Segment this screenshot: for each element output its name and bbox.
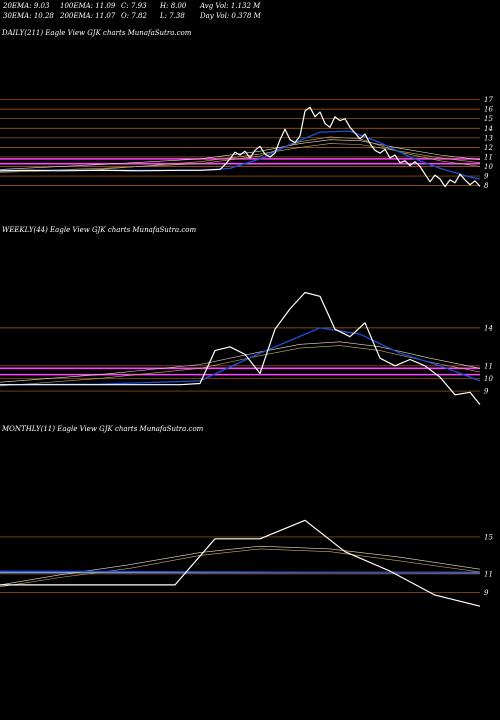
y-tick-label: 9 [484,173,489,181]
y-tick-label: 8 [484,182,489,190]
header-100ema: 100EMA: 11.09 [60,2,116,10]
header-close: C: 7.93 [121,2,147,10]
header-day-vol: Day Vol: 0.378 M [200,12,261,20]
y-tick-label: 14 [484,125,493,133]
series-ema_slow1-line [0,548,481,588]
header-20ema: 20EMA: 9.03 [3,2,50,10]
y-tick-label: 9 [484,388,489,396]
weekly-chart: 14 11 10 9 [0,291,493,405]
y-tick-label: 11 [484,570,493,578]
series-ema_fast-line [0,570,481,574]
y-tick-label: 14 [484,324,493,332]
header-avg-vol: Avg Vol: 1.132 M [200,2,261,10]
header-open: O: 7.82 [121,12,147,20]
header-low: L: 7.38 [160,12,185,20]
y-tick-label: 12 [484,144,493,152]
series-ema_slow1-line [0,345,481,387]
series-ema_slow2-line [0,545,481,586]
y-tick-label: 9 [484,589,489,597]
series-ema_slow2-line [0,341,481,383]
monthly-chart: 15 11 9 [0,519,493,607]
series-price-line [0,291,481,405]
daily-panel-title: DAILY(211) Eagle View GJK charts MunafaS… [2,29,192,37]
series-ema_slow1-line [0,143,481,173]
y-tick-label: 15 [484,115,493,123]
y-tick-label: 17 [484,96,493,104]
series-ema_fast-line [0,327,481,386]
series-ema_slow2-line [0,139,481,170]
y-tick-label: 11 [484,362,493,370]
y-tick-label: 10 [484,375,493,383]
y-tick-label: 16 [484,106,493,114]
header-30ema: 30EMA: 10.28 [3,12,54,20]
series-ema_mid-line [0,136,481,172]
monthly-panel-title: MONTHLY(11) Eagle View GJK charts Munafa… [2,425,204,433]
y-tick-label: 10 [484,163,493,171]
header-high: H: 8.00 [160,2,187,10]
header-200ema: 200EMA: 11.07 [60,12,116,20]
series-price-line [0,106,481,188]
y-tick-label: 11 [484,153,493,161]
weekly-panel-title: WEEKLY(44) Eagle View GJK charts MunafaS… [2,226,197,234]
series-price-line [0,519,481,607]
y-tick-label: 15 [484,533,493,541]
y-tick-label: 13 [484,134,493,142]
